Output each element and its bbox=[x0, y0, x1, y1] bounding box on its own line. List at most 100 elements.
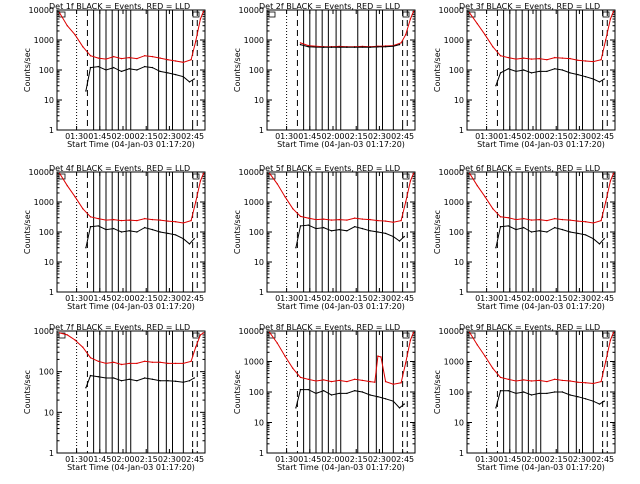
lld-point bbox=[392, 221, 394, 223]
y-tick-label: 1 bbox=[49, 288, 54, 297]
x-tick-label: 02:45 bbox=[181, 455, 204, 464]
y-axis-label: Counts/sec bbox=[233, 48, 242, 92]
lld-point bbox=[199, 180, 202, 182]
events-point bbox=[569, 394, 571, 396]
lld-point bbox=[105, 219, 107, 221]
x-tick-label: 02:00 bbox=[111, 132, 134, 141]
events-point bbox=[346, 230, 348, 232]
lld-point bbox=[167, 59, 169, 61]
lld-point bbox=[199, 18, 202, 20]
lld-point bbox=[292, 208, 294, 210]
y-axis-label: Counts/sec bbox=[23, 370, 32, 414]
events-point bbox=[113, 377, 115, 379]
events-point bbox=[546, 392, 548, 395]
y-axis-label: Counts/sec bbox=[233, 370, 242, 414]
events-point bbox=[136, 231, 138, 233]
lld-series-line bbox=[269, 173, 414, 223]
events-point bbox=[299, 388, 302, 391]
x-tick-label: 02:30 bbox=[158, 132, 181, 141]
lld-point bbox=[136, 219, 138, 222]
events-point bbox=[354, 390, 356, 392]
x-tick-label: 02:00 bbox=[111, 294, 134, 303]
events-point bbox=[295, 407, 297, 409]
x-tick-label: 01:30 bbox=[65, 132, 88, 141]
lld-point bbox=[538, 57, 540, 60]
lld-point bbox=[195, 40, 197, 43]
lld-point bbox=[136, 57, 138, 60]
events-point bbox=[182, 76, 184, 78]
x-axis-label: Start Time (04-Jan-03 01:17:20) bbox=[67, 463, 195, 472]
lld-point bbox=[202, 10, 205, 13]
events-point bbox=[584, 76, 587, 78]
x-tick-label: 02:15 bbox=[345, 294, 368, 303]
lld-point bbox=[600, 380, 602, 383]
x-tick-label: 02:15 bbox=[545, 294, 568, 303]
x-tick-label: 01:45 bbox=[298, 132, 321, 141]
lld-point bbox=[569, 380, 571, 382]
det-panel: Det 4f BLACK = Events, RED = LLD 1 10 100 10… bbox=[23, 164, 206, 311]
lld-point bbox=[412, 10, 415, 13]
y-tick-label: 1 bbox=[49, 126, 54, 135]
x-tick-label: 02:45 bbox=[391, 455, 414, 464]
lld-point bbox=[400, 42, 402, 44]
y-tick-label: 1 bbox=[49, 449, 54, 458]
x-axis-label: Start Time (04-Jan-03 01:17:20) bbox=[67, 302, 195, 311]
events-point bbox=[561, 391, 564, 393]
lld-point bbox=[492, 208, 494, 210]
lld-point bbox=[105, 362, 107, 365]
events-point bbox=[561, 228, 564, 231]
lld-point bbox=[412, 331, 415, 334]
x-tick-label: 02:30 bbox=[368, 294, 391, 303]
lld-point bbox=[182, 61, 184, 63]
lld-point bbox=[151, 55, 154, 58]
events-point bbox=[113, 227, 115, 230]
y-tick-label: 10000 bbox=[439, 6, 464, 15]
panel-title: Det 7f BLACK = Events, RED = LLD bbox=[49, 323, 190, 332]
events-point bbox=[315, 392, 317, 395]
lld-point bbox=[182, 362, 184, 365]
y-axis-label: Counts/sec bbox=[233, 210, 242, 254]
y-tick-label: 100 bbox=[249, 228, 264, 237]
lld-point bbox=[369, 218, 371, 221]
panel-title: Det 3f BLACK = Events, RED = LLD bbox=[459, 2, 600, 11]
events-series-line bbox=[85, 225, 195, 248]
det-panel: Det 2f BLACK = Events, RED = LLD 1 10 100 10… bbox=[233, 2, 416, 149]
y-tick-label: 10 bbox=[254, 96, 264, 105]
events-point bbox=[569, 231, 571, 233]
y-tick-label: 100 bbox=[249, 388, 264, 397]
events-point bbox=[97, 225, 100, 227]
y-tick-label: 1000 bbox=[244, 358, 264, 367]
events-point bbox=[398, 240, 401, 242]
lld-point bbox=[105, 58, 107, 60]
events-point bbox=[85, 90, 87, 92]
events-point bbox=[97, 65, 100, 68]
lld-point bbox=[174, 60, 177, 62]
lld-point bbox=[58, 332, 61, 334]
y-tick-label: 10 bbox=[44, 258, 54, 267]
events-point bbox=[403, 403, 405, 405]
x-tick-label: 01:45 bbox=[498, 294, 521, 303]
lld-point bbox=[136, 362, 138, 365]
x-tick-label: 02:00 bbox=[321, 294, 344, 303]
x-tick-label: 02:45 bbox=[391, 294, 414, 303]
events-point bbox=[530, 72, 533, 74]
events-point bbox=[598, 243, 601, 245]
x-tick-label: 01:30 bbox=[65, 455, 88, 464]
events-point bbox=[361, 46, 364, 48]
events-point bbox=[167, 72, 169, 74]
lld-point bbox=[97, 217, 100, 220]
y-tick-label: 10 bbox=[44, 96, 54, 105]
lld-point bbox=[476, 23, 478, 25]
x-tick-label: 01:30 bbox=[275, 294, 298, 303]
y-tick-label: 100 bbox=[249, 66, 264, 75]
events-point bbox=[299, 225, 302, 227]
lld-point bbox=[268, 331, 271, 334]
lld-point bbox=[284, 355, 286, 357]
y-tick-label: 10000 bbox=[239, 6, 264, 15]
events-point bbox=[174, 380, 177, 382]
lld-point bbox=[361, 379, 364, 382]
events-point bbox=[603, 78, 605, 80]
y-tick-label: 10 bbox=[44, 408, 54, 417]
events-point bbox=[330, 394, 333, 396]
events-point bbox=[584, 234, 587, 236]
